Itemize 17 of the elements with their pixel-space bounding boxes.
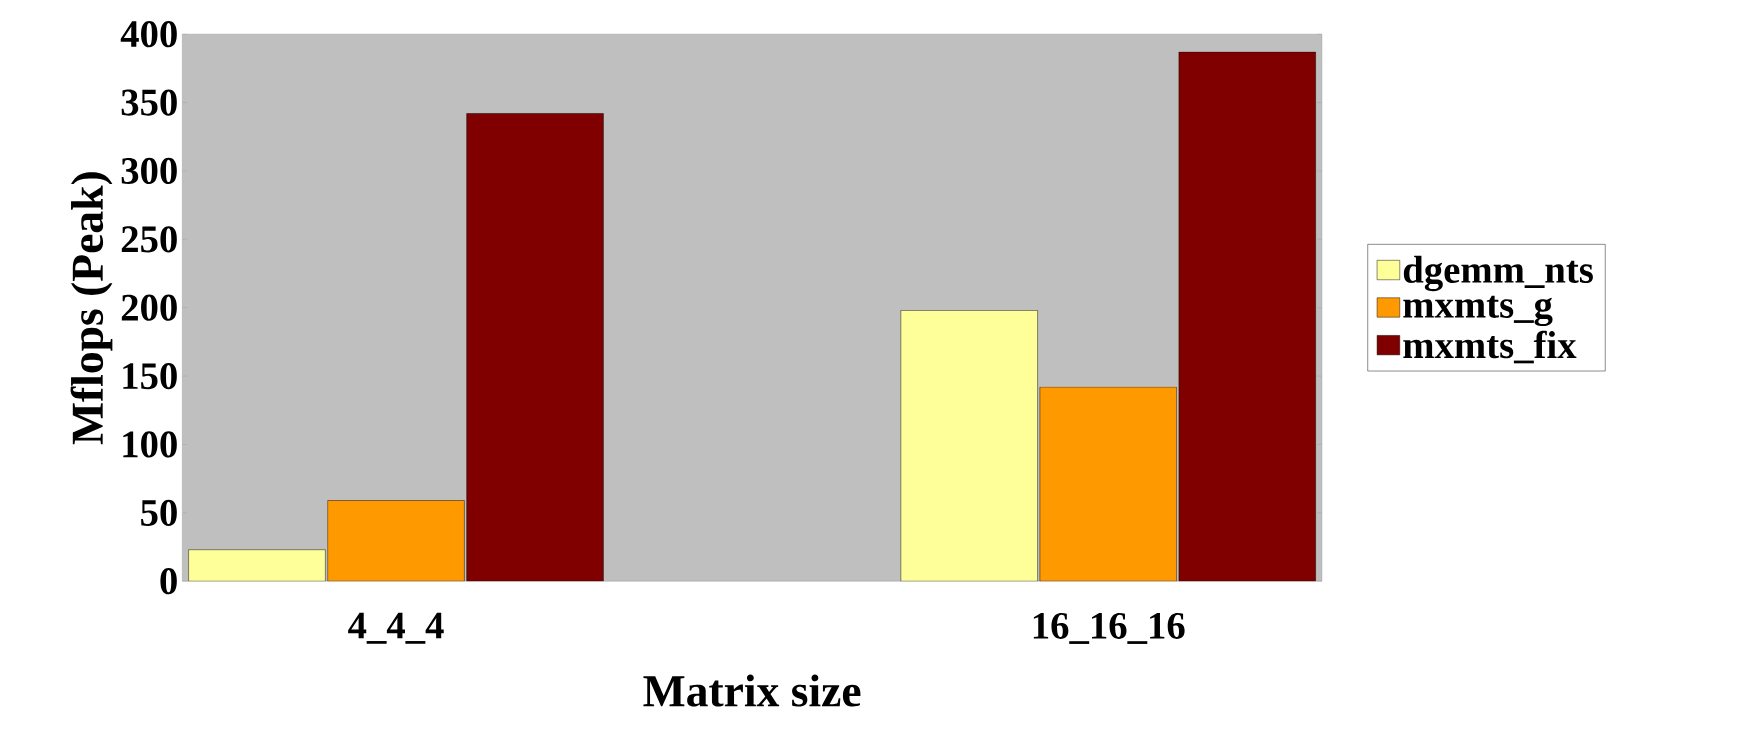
x-tick-label: 4_4_4 <box>348 612 444 644</box>
y-tick-label: 250 <box>121 226 177 253</box>
y-tick-label: 350 <box>121 89 177 116</box>
y-tick-label: 300 <box>121 157 177 184</box>
y-tick-label: 400 <box>120 21 177 48</box>
y-axis-title: Mflops (Peak) <box>70 172 113 445</box>
bar <box>188 549 326 582</box>
y-tick-label: 50 <box>141 499 177 526</box>
x-axis-title: Matrix size <box>643 674 861 707</box>
y-tick-label: 100 <box>123 431 177 458</box>
legend-label: dgemm_nts <box>1403 255 1593 292</box>
y-tick-label: 150 <box>123 362 177 390</box>
y-tick-label: 0 <box>160 568 177 595</box>
legend-label: mxmts_fix <box>1403 330 1577 364</box>
legend-label: mxmts_g <box>1403 295 1553 327</box>
y-tick-label: 200 <box>121 294 177 321</box>
x-tick-label: 16_16_16 <box>1033 612 1185 644</box>
